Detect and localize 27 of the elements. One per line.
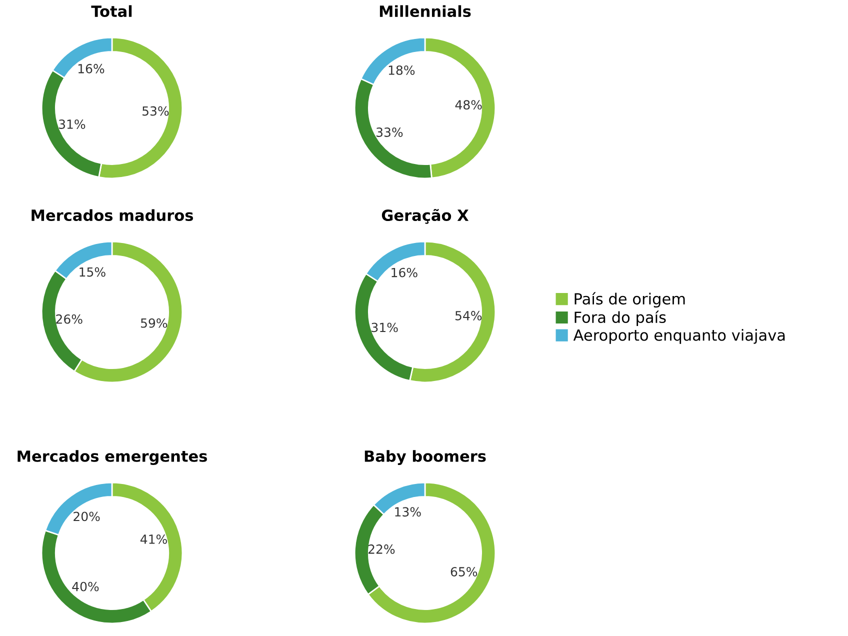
data-label: 40%	[72, 582, 99, 592]
data-label: 18%	[388, 65, 415, 75]
data-label: 48%	[455, 100, 482, 110]
data-label: 53%	[142, 106, 169, 116]
data-label: 20%	[74, 512, 100, 522]
data-label: 33%	[376, 127, 403, 137]
data-label: 15%	[80, 267, 106, 277]
legend-label: Aeroporto enquanto viajava	[573, 329, 785, 344]
data-label: 16%	[78, 64, 104, 74]
chart-title: Total	[91, 5, 132, 18]
data-label: 54%	[455, 310, 482, 320]
legend-label: País de origem	[574, 292, 685, 308]
chart-title: Mercados maduros	[32, 209, 194, 222]
chart-title: Millennials	[380, 5, 471, 18]
chart-title: Baby boomers	[364, 450, 486, 465]
data-label: 41%	[140, 534, 167, 544]
data-label: 16%	[392, 268, 418, 278]
data-label: 59%	[140, 318, 168, 328]
data-label: 65%	[450, 566, 478, 576]
data-label: 26%	[56, 314, 82, 324]
data-label: 13%	[395, 507, 421, 517]
data-label: 31%	[372, 322, 398, 332]
data-label: 22%	[368, 544, 395, 554]
chart-title: Geração X	[382, 208, 469, 224]
chart-title: Mercados emergentes	[18, 450, 207, 465]
legend-label: Fora do país	[574, 310, 666, 326]
data-label: 31%	[59, 120, 86, 129]
